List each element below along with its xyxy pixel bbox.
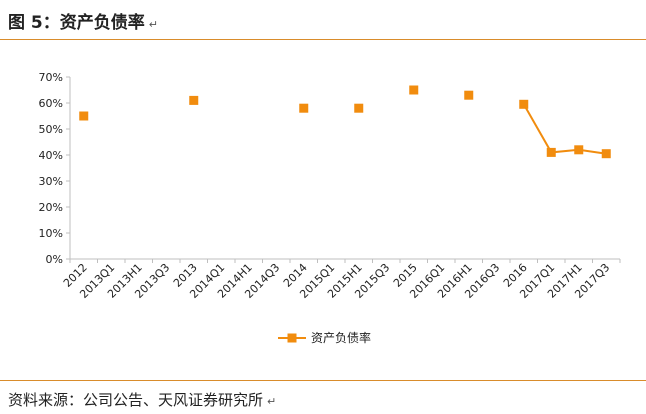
y-tick-label: 30% (39, 175, 63, 188)
data-point (546, 147, 556, 157)
figure-title-text: 图 5：资产负债率 (8, 13, 145, 33)
data-point (79, 111, 89, 121)
series-layer (79, 85, 611, 159)
data-point (519, 99, 529, 109)
data-point (409, 85, 419, 95)
data-point (189, 95, 199, 105)
y-tick-label: 70% (39, 71, 63, 84)
y-tick-label: 0% (46, 253, 63, 266)
asset-liability-ratio-chart: 0% 10% 20% 30% 40% 50% 60% 70% 20122013Q12013H1… (39, 71, 621, 345)
data-point (574, 145, 584, 155)
data-point (601, 149, 611, 159)
top-divider (0, 39, 646, 40)
paragraph-mark-icon: ↵ (267, 395, 277, 408)
y-tick-label: 10% (39, 227, 63, 240)
legend-marker-icon (287, 333, 297, 343)
y-tick-label: 50% (39, 123, 63, 136)
paragraph-mark-icon: ↵ (148, 18, 158, 31)
x-axis: 20122013Q12013H12013Q320132014Q12014H120… (61, 258, 621, 301)
figure-source-text: 资料来源：公司公告、天风证券研究所 (8, 391, 264, 409)
y-tick-label: 20% (39, 201, 63, 214)
y-tick-label: 60% (39, 97, 63, 110)
figure-source: 资料来源：公司公告、天风证券研究所 ↵ (8, 389, 276, 410)
figure-title: 图 5：资产负债率 ↵ (8, 8, 158, 33)
data-point (354, 103, 364, 113)
data-point (299, 103, 309, 113)
legend-label: 资产负债率 (311, 330, 371, 345)
bottom-divider (0, 380, 646, 381)
chart-legend: 资产负债率 (278, 330, 371, 345)
y-tick-label: 40% (39, 149, 63, 162)
series-line (522, 103, 607, 155)
y-axis: 0% 10% 20% 30% 40% 50% 60% 70% (39, 71, 71, 266)
data-point (464, 90, 474, 100)
